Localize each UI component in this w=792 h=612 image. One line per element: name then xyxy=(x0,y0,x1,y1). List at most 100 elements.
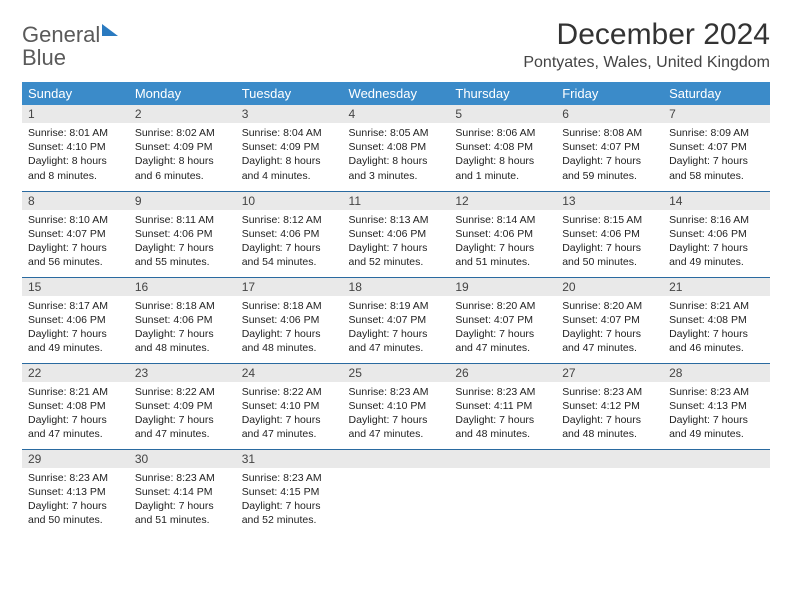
day-number: 15 xyxy=(22,278,129,296)
day-details: Sunrise: 8:05 AMSunset: 4:08 PMDaylight:… xyxy=(343,123,450,187)
calendar-cell: 17Sunrise: 8:18 AMSunset: 4:06 PMDayligh… xyxy=(236,277,343,363)
day-details: Sunrise: 8:17 AMSunset: 4:06 PMDaylight:… xyxy=(22,296,129,360)
day-details: Sunrise: 8:18 AMSunset: 4:06 PMDaylight:… xyxy=(129,296,236,360)
calendar-cell: 24Sunrise: 8:22 AMSunset: 4:10 PMDayligh… xyxy=(236,363,343,449)
title-block: December 2024 Pontyates, Wales, United K… xyxy=(523,18,770,72)
day-number: 27 xyxy=(556,364,663,382)
day-number: 20 xyxy=(556,278,663,296)
day-details: Sunrise: 8:23 AMSunset: 4:13 PMDaylight:… xyxy=(22,468,129,532)
calendar-cell: 16Sunrise: 8:18 AMSunset: 4:06 PMDayligh… xyxy=(129,277,236,363)
day-number: 11 xyxy=(343,192,450,210)
day-number: 28 xyxy=(663,364,770,382)
calendar-row: 15Sunrise: 8:17 AMSunset: 4:06 PMDayligh… xyxy=(22,277,770,363)
day-number: 6 xyxy=(556,105,663,123)
day-number: 31 xyxy=(236,450,343,468)
calendar-row: 22Sunrise: 8:21 AMSunset: 4:08 PMDayligh… xyxy=(22,363,770,449)
day-details: Sunrise: 8:16 AMSunset: 4:06 PMDaylight:… xyxy=(663,210,770,274)
day-details: Sunrise: 8:10 AMSunset: 4:07 PMDaylight:… xyxy=(22,210,129,274)
day-number: 14 xyxy=(663,192,770,210)
weekday-header: Wednesday xyxy=(343,82,450,105)
day-number: 2 xyxy=(129,105,236,123)
day-details: Sunrise: 8:20 AMSunset: 4:07 PMDaylight:… xyxy=(449,296,556,360)
day-number: 12 xyxy=(449,192,556,210)
day-number: 22 xyxy=(22,364,129,382)
day-details: Sunrise: 8:23 AMSunset: 4:15 PMDaylight:… xyxy=(236,468,343,532)
calendar-row: 8Sunrise: 8:10 AMSunset: 4:07 PMDaylight… xyxy=(22,191,770,277)
day-number: 13 xyxy=(556,192,663,210)
day-number: 8 xyxy=(22,192,129,210)
day-number: 18 xyxy=(343,278,450,296)
day-details: Sunrise: 8:21 AMSunset: 4:08 PMDaylight:… xyxy=(663,296,770,360)
calendar-cell: 21Sunrise: 8:21 AMSunset: 4:08 PMDayligh… xyxy=(663,277,770,363)
day-number: 26 xyxy=(449,364,556,382)
weekday-header: Monday xyxy=(129,82,236,105)
day-number: 10 xyxy=(236,192,343,210)
calendar-cell: 1Sunrise: 8:01 AMSunset: 4:10 PMDaylight… xyxy=(22,105,129,191)
day-details: Sunrise: 8:11 AMSunset: 4:06 PMDaylight:… xyxy=(129,210,236,274)
day-number: 30 xyxy=(129,450,236,468)
day-number: 23 xyxy=(129,364,236,382)
day-details: Sunrise: 8:21 AMSunset: 4:08 PMDaylight:… xyxy=(22,382,129,446)
day-number-empty xyxy=(556,450,663,468)
day-details: Sunrise: 8:08 AMSunset: 4:07 PMDaylight:… xyxy=(556,123,663,187)
day-number-empty xyxy=(663,450,770,468)
day-details: Sunrise: 8:22 AMSunset: 4:09 PMDaylight:… xyxy=(129,382,236,446)
calendar-cell: 11Sunrise: 8:13 AMSunset: 4:06 PMDayligh… xyxy=(343,191,450,277)
day-number: 19 xyxy=(449,278,556,296)
day-details: Sunrise: 8:23 AMSunset: 4:11 PMDaylight:… xyxy=(449,382,556,446)
page-title: December 2024 xyxy=(523,18,770,52)
calendar-cell: 9Sunrise: 8:11 AMSunset: 4:06 PMDaylight… xyxy=(129,191,236,277)
day-number-empty xyxy=(449,450,556,468)
logo-word1: General xyxy=(22,22,100,47)
day-details-empty xyxy=(343,468,450,518)
calendar-table: SundayMondayTuesdayWednesdayThursdayFrid… xyxy=(22,82,770,535)
day-number: 24 xyxy=(236,364,343,382)
day-number-empty xyxy=(343,450,450,468)
calendar-cell: 28Sunrise: 8:23 AMSunset: 4:13 PMDayligh… xyxy=(663,363,770,449)
day-details: Sunrise: 8:04 AMSunset: 4:09 PMDaylight:… xyxy=(236,123,343,187)
calendar-cell: 8Sunrise: 8:10 AMSunset: 4:07 PMDaylight… xyxy=(22,191,129,277)
logo-word2: Blue xyxy=(22,45,66,70)
calendar-cell: 30Sunrise: 8:23 AMSunset: 4:14 PMDayligh… xyxy=(129,449,236,535)
calendar-cell: 19Sunrise: 8:20 AMSunset: 4:07 PMDayligh… xyxy=(449,277,556,363)
calendar-cell: 3Sunrise: 8:04 AMSunset: 4:09 PMDaylight… xyxy=(236,105,343,191)
weekday-header: Tuesday xyxy=(236,82,343,105)
day-details: Sunrise: 8:23 AMSunset: 4:14 PMDaylight:… xyxy=(129,468,236,532)
calendar-cell: 12Sunrise: 8:14 AMSunset: 4:06 PMDayligh… xyxy=(449,191,556,277)
calendar-cell: 14Sunrise: 8:16 AMSunset: 4:06 PMDayligh… xyxy=(663,191,770,277)
day-details-empty xyxy=(556,468,663,518)
calendar-row: 1Sunrise: 8:01 AMSunset: 4:10 PMDaylight… xyxy=(22,105,770,191)
day-details: Sunrise: 8:13 AMSunset: 4:06 PMDaylight:… xyxy=(343,210,450,274)
day-details: Sunrise: 8:09 AMSunset: 4:07 PMDaylight:… xyxy=(663,123,770,187)
day-details: Sunrise: 8:15 AMSunset: 4:06 PMDaylight:… xyxy=(556,210,663,274)
day-number: 25 xyxy=(343,364,450,382)
calendar-cell: 18Sunrise: 8:19 AMSunset: 4:07 PMDayligh… xyxy=(343,277,450,363)
day-details: Sunrise: 8:14 AMSunset: 4:06 PMDaylight:… xyxy=(449,210,556,274)
calendar-cell: 22Sunrise: 8:21 AMSunset: 4:08 PMDayligh… xyxy=(22,363,129,449)
calendar-cell: 7Sunrise: 8:09 AMSunset: 4:07 PMDaylight… xyxy=(663,105,770,191)
calendar-cell: 13Sunrise: 8:15 AMSunset: 4:06 PMDayligh… xyxy=(556,191,663,277)
day-number: 7 xyxy=(663,105,770,123)
calendar-cell: 27Sunrise: 8:23 AMSunset: 4:12 PMDayligh… xyxy=(556,363,663,449)
day-number: 4 xyxy=(343,105,450,123)
day-number: 5 xyxy=(449,105,556,123)
calendar-cell xyxy=(556,449,663,535)
day-details: Sunrise: 8:18 AMSunset: 4:06 PMDaylight:… xyxy=(236,296,343,360)
calendar-cell: 23Sunrise: 8:22 AMSunset: 4:09 PMDayligh… xyxy=(129,363,236,449)
calendar-cell: 10Sunrise: 8:12 AMSunset: 4:06 PMDayligh… xyxy=(236,191,343,277)
day-details: Sunrise: 8:01 AMSunset: 4:10 PMDaylight:… xyxy=(22,123,129,187)
weekday-header: Saturday xyxy=(663,82,770,105)
calendar-cell: 4Sunrise: 8:05 AMSunset: 4:08 PMDaylight… xyxy=(343,105,450,191)
calendar-cell: 29Sunrise: 8:23 AMSunset: 4:13 PMDayligh… xyxy=(22,449,129,535)
calendar-row: 29Sunrise: 8:23 AMSunset: 4:13 PMDayligh… xyxy=(22,449,770,535)
header: General Blue December 2024 Pontyates, Wa… xyxy=(22,18,770,72)
day-details: Sunrise: 8:23 AMSunset: 4:10 PMDaylight:… xyxy=(343,382,450,446)
day-details: Sunrise: 8:23 AMSunset: 4:13 PMDaylight:… xyxy=(663,382,770,446)
location-subtitle: Pontyates, Wales, United Kingdom xyxy=(523,54,770,72)
day-number: 3 xyxy=(236,105,343,123)
day-number: 16 xyxy=(129,278,236,296)
day-details: Sunrise: 8:19 AMSunset: 4:07 PMDaylight:… xyxy=(343,296,450,360)
calendar-cell: 31Sunrise: 8:23 AMSunset: 4:15 PMDayligh… xyxy=(236,449,343,535)
calendar-cell: 15Sunrise: 8:17 AMSunset: 4:06 PMDayligh… xyxy=(22,277,129,363)
calendar-cell xyxy=(663,449,770,535)
